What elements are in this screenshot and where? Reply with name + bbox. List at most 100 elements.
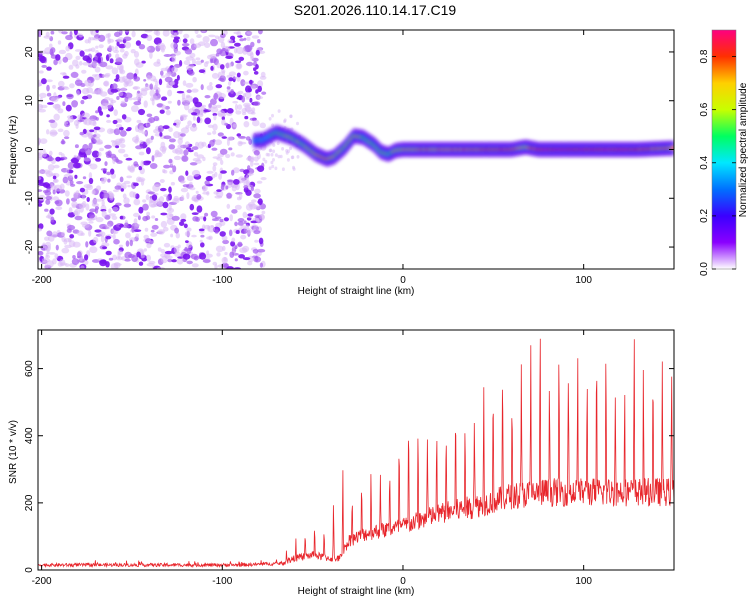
noise-speckle bbox=[160, 220, 168, 228]
noise-speckle bbox=[214, 171, 218, 178]
noise-speckle bbox=[82, 128, 87, 135]
colorbar-gradient bbox=[712, 30, 736, 269]
noise-speckle bbox=[92, 37, 101, 41]
noise-speckle bbox=[138, 108, 145, 116]
noise-speckle bbox=[236, 72, 241, 78]
noise-speckle bbox=[277, 109, 281, 113]
noise-speckle bbox=[242, 211, 248, 218]
noise-speckle bbox=[245, 189, 252, 196]
noise-speckle bbox=[212, 162, 218, 167]
noise-speckle bbox=[163, 242, 171, 248]
noise-speckle bbox=[237, 241, 243, 248]
noise-speckle bbox=[38, 151, 44, 159]
noise-speckle bbox=[236, 30, 242, 37]
noise-speckle bbox=[181, 180, 186, 184]
noise-speckle bbox=[203, 216, 207, 222]
noise-speckle bbox=[204, 42, 211, 48]
noise-speckle bbox=[109, 58, 114, 64]
noise-speckle bbox=[38, 182, 47, 186]
noise-speckle bbox=[215, 84, 223, 89]
noise-speckle bbox=[133, 76, 141, 82]
noise-speckle bbox=[153, 115, 160, 122]
noise-speckle bbox=[94, 208, 99, 214]
noise-speckle bbox=[169, 213, 174, 218]
noise-speckle bbox=[133, 182, 139, 187]
noise-speckle bbox=[135, 62, 144, 68]
noise-speckle bbox=[173, 30, 178, 33]
noise-speckle bbox=[104, 161, 108, 167]
noise-speckle bbox=[91, 137, 95, 145]
noise-speckle bbox=[55, 156, 62, 162]
noise-speckle bbox=[196, 34, 202, 39]
noise-speckle bbox=[74, 215, 83, 221]
noise-speckle bbox=[201, 30, 206, 33]
noise-speckle bbox=[153, 128, 160, 134]
noise-speckle bbox=[202, 191, 210, 195]
noise-speckle bbox=[235, 110, 242, 115]
noise-speckle bbox=[133, 161, 139, 167]
noise-speckle bbox=[95, 157, 102, 162]
noise-speckle bbox=[200, 234, 205, 238]
noise-speckle bbox=[123, 180, 131, 185]
noise-speckle bbox=[81, 69, 87, 74]
noise-speckle bbox=[149, 51, 153, 59]
noise-speckle bbox=[185, 94, 191, 99]
noise-speckle bbox=[166, 85, 171, 89]
spectrogram-noise-region bbox=[38, 30, 302, 269]
noise-speckle bbox=[153, 30, 159, 35]
noise-speckle bbox=[95, 45, 99, 49]
noise-speckle bbox=[173, 122, 177, 126]
noise-speckle bbox=[143, 248, 147, 252]
noise-speckle bbox=[262, 157, 266, 162]
noise-speckle bbox=[47, 164, 55, 171]
noise-speckle bbox=[167, 100, 172, 104]
noise-speckle bbox=[216, 62, 221, 69]
snr-y-label: SNR (10 * v/v) bbox=[8, 420, 19, 484]
noise-speckle bbox=[58, 49, 67, 55]
noise-speckle bbox=[242, 81, 250, 85]
noise-speckle bbox=[257, 248, 266, 253]
noise-speckle bbox=[44, 208, 49, 212]
noise-speckle bbox=[176, 90, 185, 94]
noise-speckle bbox=[54, 253, 59, 259]
noise-speckle bbox=[69, 234, 75, 239]
spectrogram-signal-track bbox=[251, 124, 674, 168]
noise-speckle bbox=[100, 168, 108, 171]
noise-speckle bbox=[70, 157, 79, 164]
noise-speckle bbox=[157, 247, 162, 252]
noise-speckle bbox=[104, 144, 112, 149]
noise-speckle bbox=[49, 150, 53, 156]
noise-speckle bbox=[38, 189, 43, 192]
noise-speckle bbox=[47, 102, 54, 105]
noise-speckle bbox=[124, 41, 132, 49]
noise-speckle bbox=[159, 109, 165, 114]
noise-speckle bbox=[111, 215, 118, 220]
noise-speckle bbox=[76, 90, 80, 96]
noise-speckle bbox=[83, 184, 92, 189]
spectrogram-y-ticks: -20 -10 0 10 20 bbox=[24, 46, 674, 254]
noise-speckle bbox=[192, 157, 201, 162]
noise-speckle bbox=[231, 237, 236, 243]
noise-speckle bbox=[188, 70, 195, 76]
noise-speckle bbox=[237, 104, 243, 110]
noise-speckle bbox=[73, 210, 79, 216]
noise-speckle bbox=[212, 113, 218, 116]
noise-speckle bbox=[225, 46, 230, 50]
noise-speckle bbox=[91, 189, 96, 194]
noise-speckle bbox=[82, 62, 90, 66]
noise-speckle bbox=[227, 181, 232, 189]
noise-speckle bbox=[261, 91, 267, 95]
noise-speckle bbox=[38, 227, 43, 232]
noise-speckle bbox=[119, 130, 127, 137]
noise-speckle bbox=[154, 149, 160, 155]
noise-speckle bbox=[76, 181, 84, 185]
noise-speckle bbox=[276, 141, 280, 146]
noise-speckle bbox=[100, 235, 105, 243]
noise-speckle bbox=[159, 132, 163, 137]
noise-speckle bbox=[173, 245, 180, 254]
noise-speckle bbox=[105, 235, 112, 240]
noise-speckle bbox=[93, 90, 102, 95]
noise-speckle bbox=[122, 75, 128, 83]
noise-speckle bbox=[98, 147, 105, 152]
noise-speckle bbox=[181, 195, 185, 201]
